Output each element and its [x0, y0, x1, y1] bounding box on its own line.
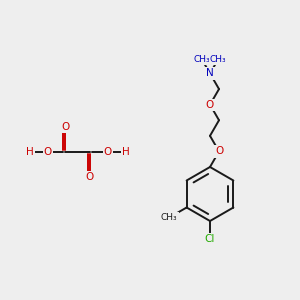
Text: H: H [122, 147, 130, 157]
Text: O: O [44, 147, 52, 157]
Text: CH₃: CH₃ [194, 55, 210, 64]
Text: Cl: Cl [205, 234, 215, 244]
Text: O: O [104, 147, 112, 157]
Text: O: O [215, 146, 223, 156]
Text: CH₃: CH₃ [161, 213, 178, 222]
Text: CH₃: CH₃ [210, 55, 226, 64]
Text: N: N [206, 68, 214, 79]
Text: O: O [61, 122, 69, 132]
Text: O: O [86, 172, 94, 182]
Text: O: O [206, 100, 214, 110]
Text: H: H [26, 147, 34, 157]
